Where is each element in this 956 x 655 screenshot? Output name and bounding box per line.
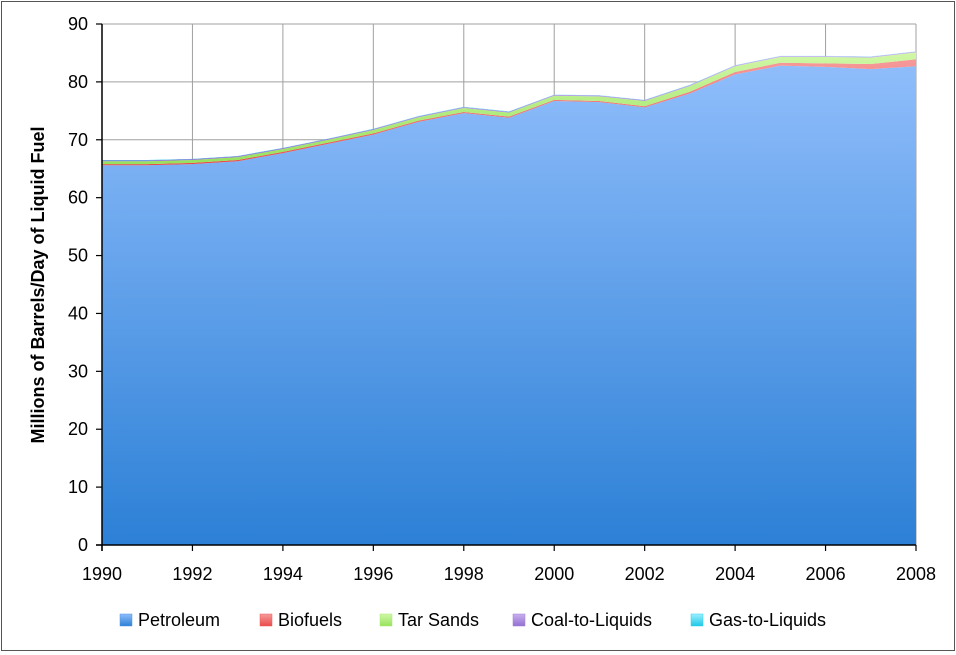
legend-label-tar-sands: Tar Sands: [398, 610, 479, 630]
x-tick-label: 1996: [353, 564, 393, 584]
area-series-layer: [102, 51, 916, 546]
y-tick-label: 0: [78, 535, 88, 555]
y-tick-label: 10: [68, 477, 88, 497]
legend-swatch-biofuels: [259, 613, 273, 627]
y-tick-label: 80: [68, 72, 88, 92]
y-tick-label: 20: [68, 419, 88, 439]
x-tick-label: 2008: [896, 564, 936, 584]
area-petroleum: [102, 65, 916, 546]
area-tar-sands: [102, 52, 916, 165]
y-tick-label: 70: [68, 130, 88, 150]
legend-label-gas-to-liquids: Gas-to-Liquids: [709, 610, 826, 630]
x-tick-label: 1998: [444, 564, 484, 584]
x-tick-label: 1994: [263, 564, 303, 584]
y-tick-label: 60: [68, 188, 88, 208]
axes: [96, 23, 917, 551]
y-axis-label: Millions of Barrels/Day of Liquid Fuel: [28, 126, 48, 443]
y-tick-label: 90: [68, 14, 88, 34]
x-tick-label: 2004: [715, 564, 755, 584]
x-tick-label: 2000: [534, 564, 574, 584]
legend-swatch-coal-to-liquids: [512, 613, 526, 627]
legend-swatch-gas-to-liquids: [690, 613, 704, 627]
legend-label-petroleum: Petroleum: [138, 610, 220, 630]
x-tick-label: 2002: [625, 564, 665, 584]
legend-swatch-tar-sands: [379, 613, 393, 627]
y-tick-label: 30: [68, 361, 88, 381]
x-tick-label: 1992: [172, 564, 212, 584]
legend-label-coal-to-liquids: Coal-to-Liquids: [531, 610, 652, 630]
legend-swatch-petroleum: [119, 613, 133, 627]
tick-labels: 0 10 20 30 40 50 60 70 80 90 1990 1992 1994 1996 1998 2…: [68, 14, 936, 584]
legend-label-biofuels: Biofuels: [278, 610, 342, 630]
y-tick-label: 40: [68, 303, 88, 323]
x-tick-label: 1990: [82, 564, 122, 584]
x-tick-label: 2006: [806, 564, 846, 584]
legend: Petroleum Biofuels Tar Sands Coal-to-Liquid…: [119, 610, 826, 630]
y-tick-label: 50: [68, 246, 88, 266]
